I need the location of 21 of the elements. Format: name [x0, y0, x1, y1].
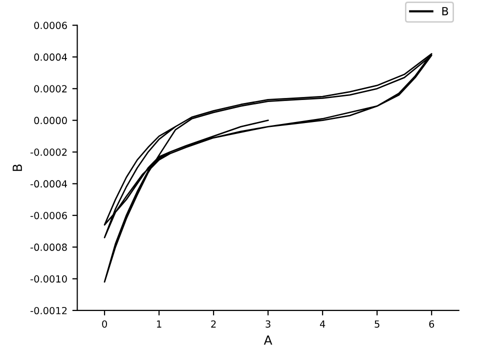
- y-tick-label: -0.0012: [30, 306, 67, 314]
- x-axis-title: A: [264, 336, 272, 345]
- x-tick-label: 1: [157, 320, 162, 328]
- y-tick-label: 0.0004: [34, 53, 68, 61]
- x-tick-label: 2: [211, 320, 216, 328]
- y-tick-label: 0.0006: [34, 22, 67, 30]
- y-axis-title: B: [12, 164, 22, 171]
- legend-label: B: [442, 7, 448, 16]
- y-tick-label: 0.0000: [34, 116, 67, 124]
- y-tick-label: -0.0008: [30, 244, 67, 251]
- y-tick-label: -0.0006: [30, 212, 67, 220]
- y-tick-label: 0.0002: [34, 85, 67, 92]
- x-tick-label: 0: [102, 320, 107, 328]
- x-tick-label: 4: [320, 320, 326, 328]
- x-tick-label: 6: [429, 320, 434, 328]
- line-series: [104, 53, 432, 283]
- y-tick-label: -0.0002: [30, 148, 67, 156]
- x-tick-label: 3: [266, 320, 270, 328]
- y-tick-label: -0.0010: [30, 275, 67, 283]
- y-tick-label: -0.0004: [30, 180, 68, 188]
- x-tick-label: 5: [374, 320, 380, 328]
